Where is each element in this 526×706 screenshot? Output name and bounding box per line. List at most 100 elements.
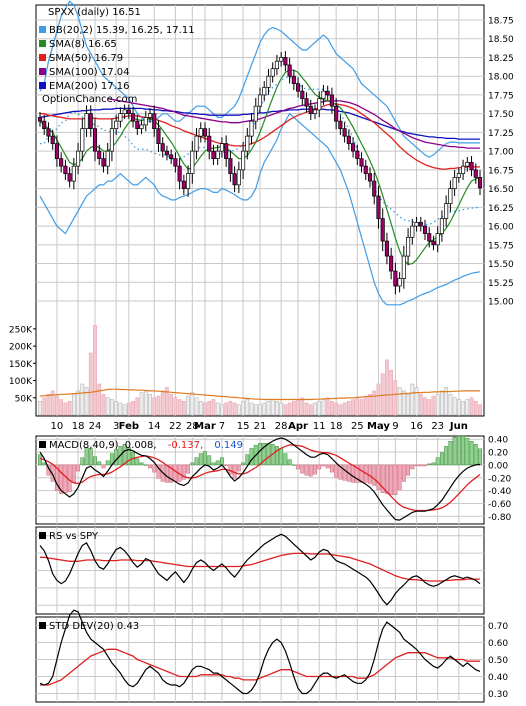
macd-tick-label: 0.40: [488, 436, 508, 446]
date-label: 18: [72, 421, 85, 432]
volume-bar: [126, 402, 131, 416]
candle: [139, 119, 144, 135]
stddev-tick-label: 0.30: [488, 690, 508, 700]
candle: [338, 114, 343, 136]
candle: [59, 152, 64, 173]
candle-body: [389, 255, 394, 272]
candle: [164, 145, 169, 161]
candle-body: [439, 218, 444, 234]
legend-label: SMA(50) 16.79: [49, 53, 123, 64]
price-tick-label: 18.75: [488, 16, 514, 26]
macd-value-signal: -0.137,: [168, 440, 203, 451]
bb-upper-line: [39, 0, 480, 158]
volume-bar: [67, 400, 72, 416]
candle: [215, 144, 220, 166]
volume-bars: [38, 325, 482, 416]
candle-body: [312, 109, 318, 115]
candle-body: [147, 113, 153, 118]
volume-tick-label: 100K: [9, 377, 33, 387]
candle: [105, 142, 110, 175]
volume-bar: [304, 402, 309, 416]
candle-body: [152, 113, 157, 130]
price-tick-label: 15.50: [488, 260, 514, 270]
macd-histogram-bar: [152, 464, 157, 473]
volume-bar: [131, 400, 135, 416]
candle: [257, 87, 263, 114]
candle-body: [253, 105, 258, 122]
candle-body: [50, 135, 55, 144]
volume-bar: [63, 402, 68, 416]
macd-histogram-bar: [321, 464, 326, 467]
macd-title-label: MACD(8,40,9): [49, 440, 119, 451]
volume-bar: [406, 394, 410, 416]
stddev-tick-label: 0.40: [488, 673, 508, 683]
macd-histogram-bar: [389, 464, 394, 495]
macd-histogram-bar: [410, 464, 415, 470]
candle-body: [92, 128, 98, 152]
macd-histogram-bar: [478, 448, 482, 466]
candle: [173, 152, 178, 173]
volume-bar: [308, 404, 313, 416]
candle: [194, 127, 199, 160]
macd-histogram-bar: [181, 464, 186, 480]
date-label: 21: [254, 421, 267, 432]
rs-panel: RS vs SPY: [35, 526, 485, 615]
macd-histogram-bar: [114, 449, 119, 466]
price-tick-label: 17.00: [488, 148, 514, 158]
volume-bar: [448, 394, 453, 416]
candle-body: [114, 120, 119, 130]
volume-bar: [355, 397, 360, 416]
macd-histogram-bar: [190, 462, 195, 466]
macd-histogram-bar: [59, 464, 64, 494]
volume-bar: [431, 395, 436, 416]
candle-body: [363, 165, 368, 174]
rs-line: [39, 533, 481, 606]
candle-body: [367, 173, 373, 182]
price-tick-label: 15.25: [488, 279, 514, 289]
date-label: 18: [330, 421, 343, 432]
candle: [54, 135, 59, 167]
volume-bar: [50, 390, 55, 416]
candle: [456, 168, 461, 183]
candle-body: [71, 165, 76, 182]
volume-bar: [135, 397, 140, 416]
macd-histogram-bar: [313, 464, 317, 475]
macd-histogram-bar: [38, 454, 42, 466]
legend: BB(20,2) 15.39, 16.25, 17.11 SMA(8) 16.65…: [39, 25, 195, 92]
candle: [414, 216, 419, 232]
candle: [469, 156, 474, 177]
legend-label: SMA(100) 17.04: [49, 67, 130, 78]
candle: [253, 97, 258, 130]
candle-body: [109, 128, 114, 152]
volume-bar: [84, 387, 89, 416]
candle: [342, 122, 347, 143]
candle-body: [431, 240, 436, 246]
volume-bar: [300, 397, 305, 416]
candle-body: [37, 117, 43, 122]
candle-body: [473, 169, 478, 178]
candle: [219, 137, 224, 158]
macd-histogram-bar: [461, 435, 466, 466]
price-panel: 250K 200K 150K 100K 50K 18.75 18.50 18.25 18.00…: [9, 0, 514, 432]
macd-histogram-bar: [169, 464, 174, 483]
volume-bar: [42, 397, 47, 416]
macd-histogram-bar: [380, 464, 385, 493]
macd-histogram-bar: [397, 464, 402, 490]
rs-title: RS vs SPY: [49, 531, 99, 542]
volume-bar: [169, 394, 174, 416]
macd-histogram-bar: [198, 453, 203, 466]
volume-bar: [452, 397, 457, 416]
macd-histogram-bar: [156, 464, 161, 479]
volume-bar: [241, 400, 245, 416]
macd-histogram-bar: [334, 464, 339, 478]
volume-bar: [410, 383, 415, 416]
volume-bar: [38, 400, 42, 416]
candle: [71, 157, 76, 190]
macd-histogram-bar: [84, 447, 89, 466]
candle-body: [427, 233, 432, 242]
macd-histogram-bar: [266, 443, 271, 466]
date-label: 7: [219, 421, 225, 432]
candle-body: [177, 165, 182, 182]
macd-histogram-bar: [224, 464, 229, 467]
price-tick-label: 15.75: [488, 241, 514, 251]
